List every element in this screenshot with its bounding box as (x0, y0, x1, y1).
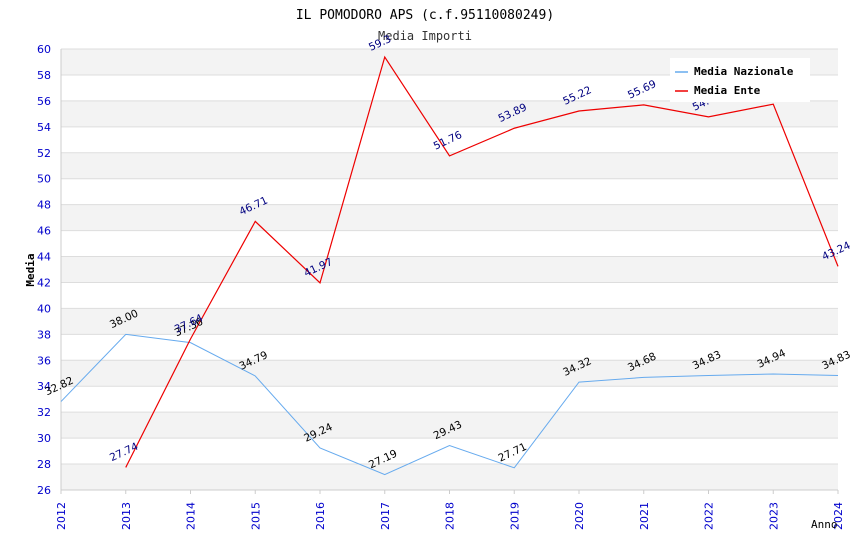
y-tick-label: 38 (37, 328, 51, 341)
y-tick-label: 48 (37, 199, 51, 212)
legend-item-media-nazionale: Media Nazionale (675, 65, 794, 78)
y-tick-label: 40 (37, 302, 51, 315)
grid-band (61, 308, 838, 335)
grid-band (61, 464, 838, 490)
y-tick-label: 50 (37, 173, 51, 186)
y-tick-label: 30 (37, 432, 51, 445)
data-label: 27.74 (108, 440, 141, 464)
legend-label: Media Nazionale (694, 65, 794, 78)
x-axis-label: Anno (811, 518, 838, 531)
data-label: 51.76 (432, 129, 465, 153)
series-line-media-ente (125, 55, 839, 468)
y-tick-label: 36 (37, 354, 51, 367)
x-tick-label: 2012 (55, 502, 68, 530)
y-tick-label: 26 (37, 484, 51, 497)
grid-band (61, 256, 838, 283)
y-tick-label: 60 (37, 43, 51, 56)
x-tick-label: 2017 (379, 502, 392, 530)
x-tick-label: 2023 (767, 502, 780, 530)
legend-item-media-ente: Media Ente (675, 84, 761, 97)
legend: Media Nazionale Media Ente (670, 58, 810, 102)
x-tick-label: 2022 (703, 502, 716, 530)
y-axis-label: Media (24, 253, 37, 286)
series (60, 55, 839, 476)
y-tick-label: 42 (37, 276, 51, 289)
legend-label: Media Ente (694, 84, 761, 97)
x-tick-label: 2020 (573, 502, 586, 530)
x-tick-label: 2021 (638, 502, 651, 530)
grid-band (61, 360, 838, 387)
x-tick-label: 2015 (249, 502, 262, 530)
y-tick-label: 52 (37, 147, 51, 160)
y-tick-label: 58 (37, 69, 51, 82)
grid (61, 48, 838, 491)
data-label: 55.69 (626, 78, 658, 102)
y-tick-label: 28 (37, 458, 51, 471)
x-tick-label: 2016 (314, 502, 327, 530)
y-tick-label: 54 (37, 121, 51, 134)
y-tick-label: 32 (37, 406, 51, 419)
x-tick-label: 2019 (508, 502, 521, 530)
y-tick-label: 46 (37, 225, 51, 238)
y-tick-label: 44 (37, 251, 51, 264)
y-tick-label: 34 (37, 380, 51, 393)
data-label: 27.71 (496, 441, 528, 465)
grid-band (61, 100, 838, 127)
y-tick-label: 56 (37, 95, 51, 108)
grid-band (61, 152, 838, 179)
x-tick-label: 2024 (832, 502, 845, 530)
axes: 26 28 30 32 34 36 38 40 42 44 46 48 50 52 54 56 58 60 2012… (37, 43, 845, 530)
grid-band (61, 204, 838, 231)
series-line-media-nazionale (60, 333, 839, 476)
grid-band (61, 412, 838, 439)
x-tick-label: 2013 (120, 502, 133, 530)
chart-subtitle: Media Importi (378, 29, 472, 43)
legend-box (670, 58, 810, 102)
x-tick-label: 2014 (185, 502, 198, 530)
data-label: 32.82 (43, 375, 75, 399)
chart-title: IL POMODORO APS (c.f.95110080249) (296, 8, 554, 23)
x-tick-label: 2018 (444, 502, 457, 530)
